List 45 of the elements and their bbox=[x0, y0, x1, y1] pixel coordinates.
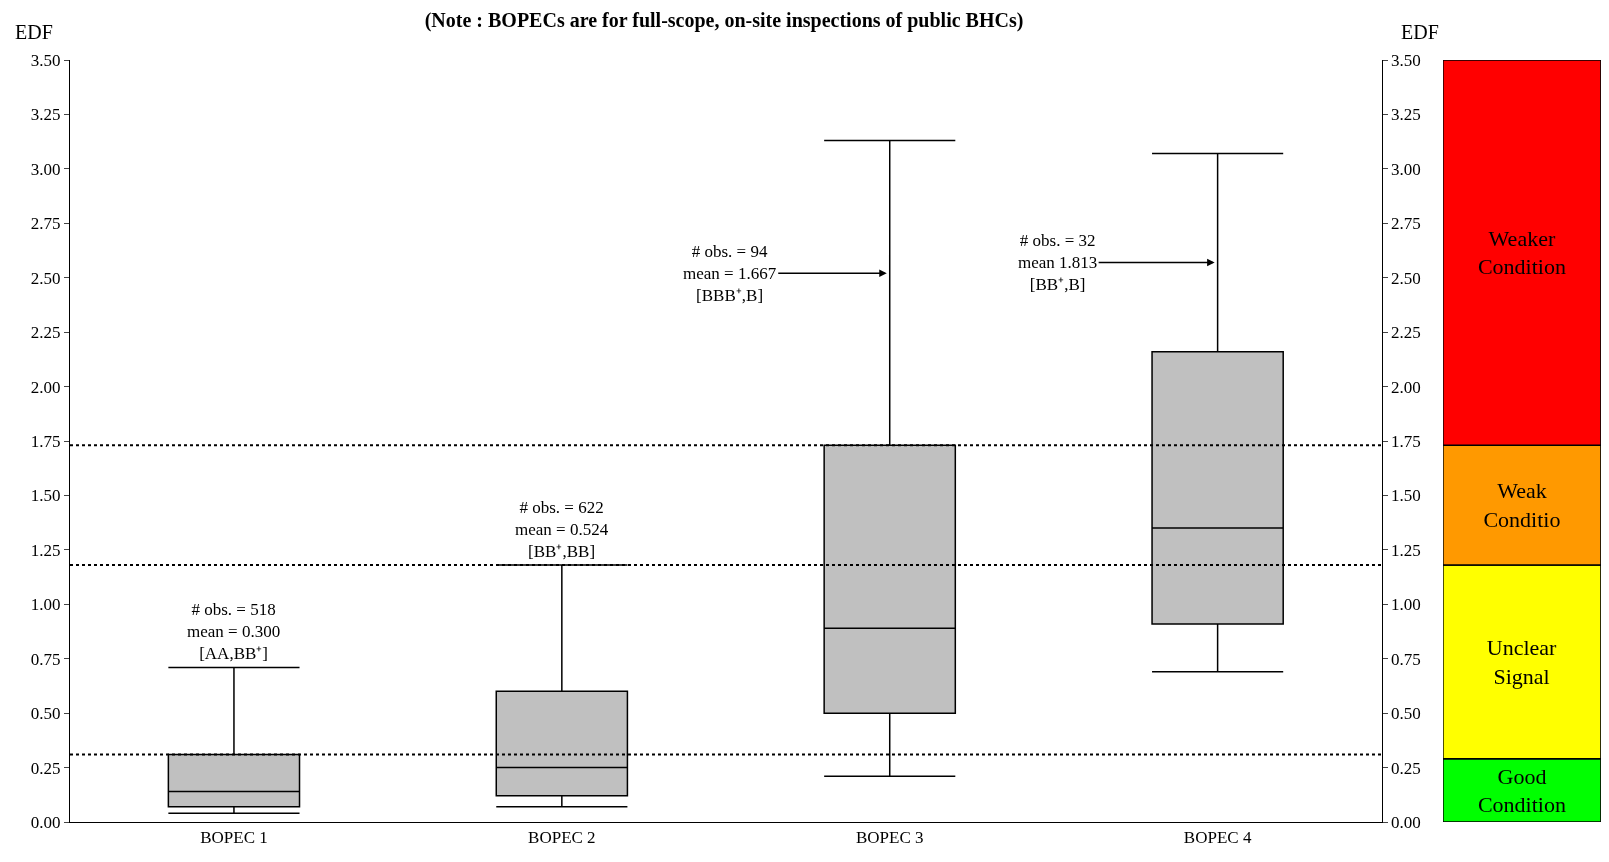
y-axis-title: EDF bbox=[15, 21, 53, 43]
y2-tick-label: 2.25 bbox=[1390, 323, 1421, 343]
x-tick-label: BOPEC 1 bbox=[200, 828, 268, 848]
y2-tick-label: 1.00 bbox=[1390, 595, 1421, 615]
chart-title: (Note : BOPECs are for full-scope, on-site inspections of public BHCs) bbox=[424, 8, 1024, 32]
y-tick-label: 1.75 bbox=[30, 431, 61, 451]
x-tick-label: BOPEC 2 bbox=[528, 828, 596, 848]
y2-tick-label: 1.25 bbox=[1390, 540, 1421, 560]
y2-tick-label: 3.50 bbox=[1390, 50, 1421, 70]
y2-tick-label: 3.00 bbox=[1390, 159, 1421, 179]
y2-tick-label: 2.75 bbox=[1390, 214, 1421, 234]
y2-tick-label: 1.50 bbox=[1390, 486, 1421, 506]
y-tick-label: 0.50 bbox=[30, 704, 61, 724]
y-tick-label: 1.50 bbox=[30, 486, 61, 506]
y2-tick-label: 0.75 bbox=[1390, 649, 1421, 669]
y2-tick-label: 3.25 bbox=[1390, 105, 1421, 125]
y-tick-label: 2.25 bbox=[30, 323, 61, 343]
y-tick-label: 1.25 bbox=[30, 540, 61, 560]
y2-tick-label: 0.25 bbox=[1390, 758, 1421, 778]
y-tick-label: 3.25 bbox=[30, 105, 61, 125]
y-tick-label: 2.75 bbox=[30, 214, 61, 234]
y2-tick-label: 1.75 bbox=[1390, 431, 1421, 451]
y-tick-label: 2.00 bbox=[30, 377, 61, 397]
y-tick-label: 0.00 bbox=[30, 812, 61, 832]
y-tick-label: 2.50 bbox=[30, 268, 61, 288]
y2-tick-label: 2.00 bbox=[1390, 377, 1421, 397]
x-tick-label: BOPEC 3 bbox=[855, 828, 924, 848]
y-tick-label: 0.75 bbox=[30, 649, 61, 669]
annotation: # obs. = 622 mean = 0.524 [BB⁺,BB] bbox=[515, 498, 609, 562]
y-tick-label: 0.25 bbox=[30, 758, 61, 778]
x-tick-label: BOPEC 4 bbox=[1183, 828, 1252, 848]
y2-tick-label: 2.50 bbox=[1390, 268, 1421, 288]
series-label: Good Condition bbox=[1477, 763, 1566, 818]
annotation: # obs. = 94 mean = 1.667 [BBB⁺,B] bbox=[683, 242, 777, 306]
y-tick-label: 3.00 bbox=[30, 159, 61, 179]
y-tick-label: 3.50 bbox=[30, 50, 61, 70]
series-label: Unclear Signal bbox=[1486, 635, 1558, 689]
series-label: Weak Conditio bbox=[1483, 478, 1561, 533]
annotation: # obs. = 32 mean 1.813 [BB⁺,B] bbox=[1018, 231, 1098, 295]
y-tick-label: 1.00 bbox=[30, 595, 61, 615]
y2-tick-label: 0.50 bbox=[1390, 704, 1421, 724]
y2-axis-title: EDF bbox=[1401, 21, 1439, 43]
y2-tick-label: 0.00 bbox=[1390, 812, 1421, 832]
annotation: # obs. = 518 mean = 0.300 [AA,BB⁺] bbox=[187, 600, 281, 664]
series-label: Weaker Condition bbox=[1477, 225, 1566, 280]
